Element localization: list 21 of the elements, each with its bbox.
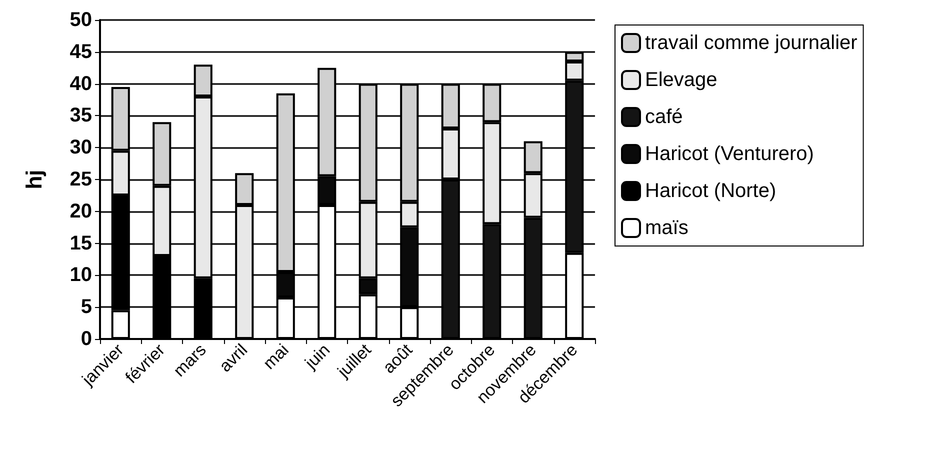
y-tick-label: 0	[80, 328, 92, 350]
y-tick-label: 30	[70, 136, 92, 159]
legend-label: maïs	[645, 217, 688, 239]
legend-label: Haricot (Venturero)	[645, 143, 814, 165]
y-tick-label: 40	[70, 72, 92, 95]
legend-label: Elevage	[645, 69, 718, 91]
y-tick-label: 35	[70, 104, 92, 127]
y-tick-label: 25	[70, 168, 92, 190]
legend-label: travail comme journalier	[645, 32, 858, 54]
legend-label: Haricot (Norte)	[645, 180, 776, 202]
y-axis-title: hj	[22, 170, 46, 190]
y-tick-label: 45	[70, 40, 92, 63]
x-tick-label: mai	[260, 340, 292, 374]
x-tick-label: juin	[300, 340, 334, 374]
x-tick-label: avril	[216, 340, 252, 376]
y-tick-label: 15	[70, 232, 92, 254]
legend-label: café	[645, 106, 683, 128]
y-tick-label: 10	[70, 264, 92, 286]
y-tick-label: 5	[80, 296, 92, 318]
y-tick-label: 20	[70, 200, 92, 222]
y-tick-label: 50	[70, 9, 92, 31]
